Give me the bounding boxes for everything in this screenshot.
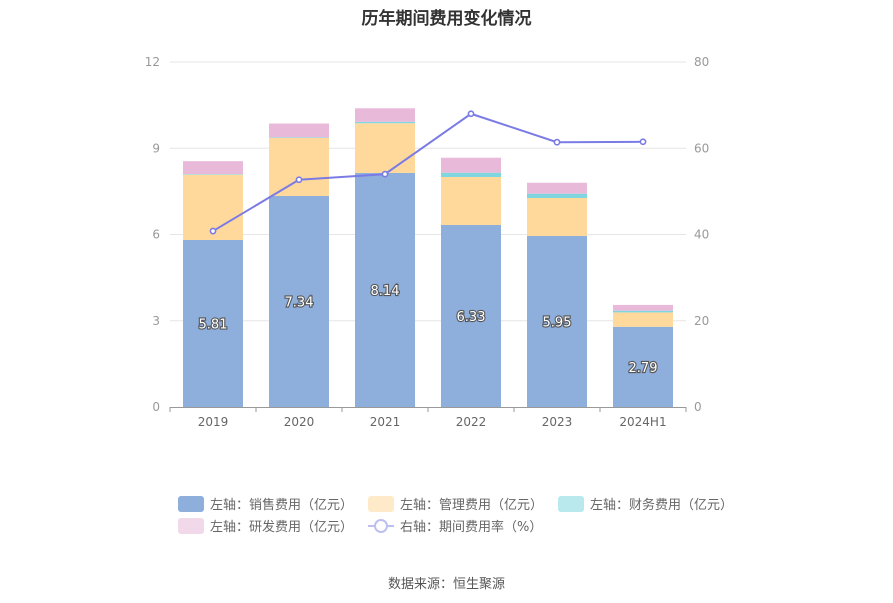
bar-segment-0: [527, 235, 587, 407]
line-point: [639, 138, 647, 146]
legend-line-marker-icon: [368, 518, 394, 534]
line-point: [381, 170, 389, 178]
legend-swatch: [368, 495, 394, 512]
x-tick-label: 2023: [542, 415, 573, 429]
bar-segment-3: [269, 123, 329, 138]
bar-segment-1: [527, 197, 587, 236]
line-point: [553, 138, 561, 146]
y-left-tick-label: 9: [152, 141, 160, 155]
y-right-tick-label: 80: [694, 55, 709, 69]
line-series: [212, 112, 644, 232]
legend-item[interactable]: 左轴：管理费用（亿元）: [368, 494, 543, 513]
legend-swatch: [178, 517, 204, 534]
legend-item[interactable]: 左轴：销售费用（亿元）: [178, 494, 353, 513]
bar-segment-3: [183, 161, 243, 175]
x-tick-label: 2024H1: [619, 415, 666, 429]
line-point: [467, 110, 475, 118]
y-right-tick-label: 20: [694, 314, 709, 328]
line-point: [295, 176, 303, 184]
data-label: 6.33: [457, 310, 486, 325]
y-right-tick-label: 0: [694, 400, 702, 414]
legend-item[interactable]: 左轴：财务费用（亿元）: [558, 494, 733, 513]
x-tick-label: 2020: [284, 415, 315, 429]
y-left-tick-label: 3: [152, 314, 160, 328]
bar-segment-0: [441, 225, 501, 407]
bar-segment-2: [441, 172, 501, 177]
y-left-tick-label: 12: [145, 55, 160, 69]
chart-title: 历年期间费用变化情况: [361, 9, 532, 29]
y-right-tick-label: 40: [694, 228, 709, 242]
bar-segment-2: [183, 174, 243, 175]
bar-segment-3: [527, 182, 587, 194]
bar-segment-3: [441, 157, 501, 173]
bar-segment-0: [355, 172, 415, 407]
bar-segment-0: [613, 326, 673, 407]
bar-segment-3: [613, 304, 673, 311]
y-left-tick-label: 6: [152, 228, 160, 242]
bar-segment-1: [355, 123, 415, 173]
legend-swatch: [178, 495, 204, 512]
bar-segment-2: [613, 310, 673, 313]
x-tick-label: 2019: [198, 415, 229, 429]
bar-segment-0: [269, 195, 329, 407]
bar-segment-0: [183, 239, 243, 407]
chart-canvas: 0 3 6 9 12 0 20 40 60 80 2019 2020 2021 2022 2023 2024H…: [145, 55, 710, 429]
y-left-tick-label: 0: [152, 400, 160, 414]
x-tick-label: 2022: [456, 415, 487, 429]
legend-label: 左轴：销售费用（亿元）: [210, 498, 354, 513]
legend-label: 右轴：期间费用率（%）: [400, 520, 543, 535]
bar-segment-3: [355, 108, 415, 122]
data-label: 5.81: [199, 317, 228, 332]
data-label: 7.34: [285, 295, 314, 310]
data-label: 8.14: [371, 284, 400, 299]
data-label: 5.95: [543, 315, 572, 330]
legend-label: 左轴：管理费用（亿元）: [400, 498, 544, 513]
line-point: [209, 227, 217, 235]
bar-segment-2: [527, 193, 587, 198]
x-tick-label: 2021: [370, 415, 401, 429]
legend-swatch: [558, 495, 584, 512]
legend-item[interactable]: 右轴：期间费用率（%）: [368, 516, 542, 535]
data-label: 2.79: [629, 361, 658, 376]
legend-label: 左轴：研发费用（亿元）: [210, 520, 354, 535]
bar-segment-1: [269, 137, 329, 196]
bar-segment-1: [613, 312, 673, 327]
y-right-tick-label: 60: [694, 141, 709, 155]
data-source: 数据来源：恒生聚源: [387, 577, 505, 592]
bar-segment-1: [441, 177, 501, 226]
legend-label: 左轴：财务费用（亿元）: [590, 498, 734, 513]
bar-segment-2: [355, 121, 415, 124]
bar-segment-2: [269, 137, 329, 138]
legend-item[interactable]: 左轴：研发费用（亿元）: [178, 516, 353, 535]
